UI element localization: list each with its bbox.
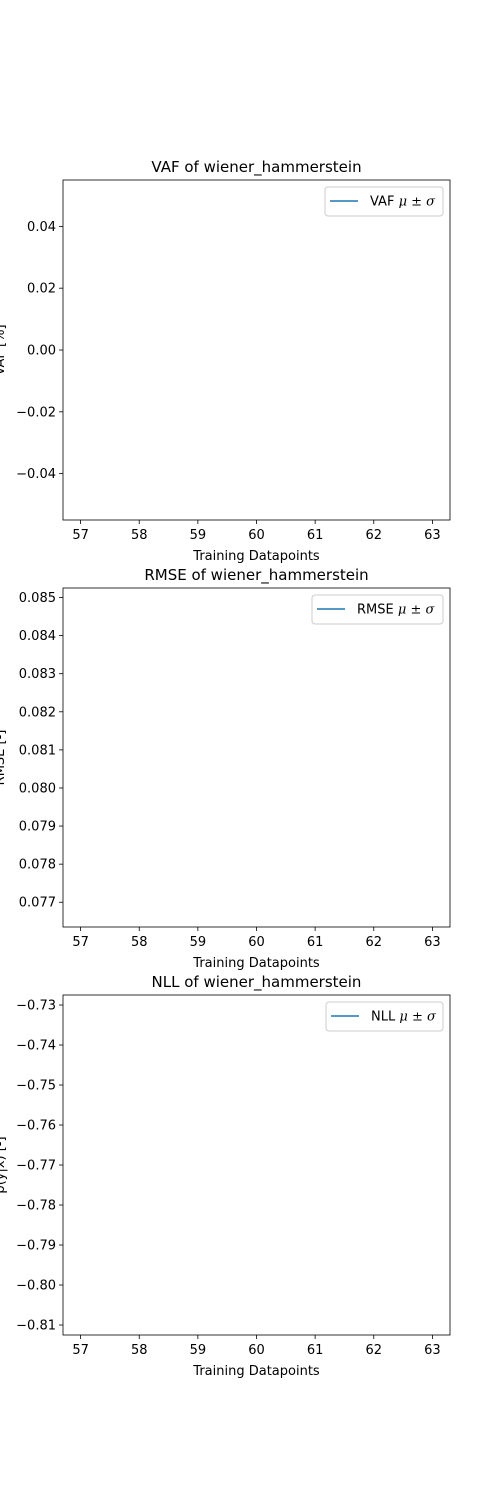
x-tick-label: 62 xyxy=(365,1343,382,1358)
y-tick-label: −0.79 xyxy=(16,1239,56,1254)
y-tick-label: −0.04 xyxy=(16,467,56,482)
x-tick-label: 59 xyxy=(190,1343,207,1358)
x-tick-label: 63 xyxy=(424,528,441,543)
x-tick-label: 57 xyxy=(72,528,89,543)
x-tick-label: 63 xyxy=(424,935,441,950)
legend: VAF μ ± σ xyxy=(324,186,444,217)
legend-box xyxy=(324,186,444,217)
x-tick-label: 60 xyxy=(248,528,265,543)
legend-label: VAF μ ± σ xyxy=(370,195,436,210)
y-tick-label: −0.80 xyxy=(16,1279,56,1294)
y-tick-label: −0.74 xyxy=(16,1039,56,1054)
axes-frame xyxy=(62,994,451,1336)
y-tick-label: 0.083 xyxy=(19,667,56,682)
y-axis-label: VAF [%] xyxy=(0,324,8,375)
chart-title: RMSE of wiener_hammerstein xyxy=(144,566,368,585)
y-tick-label: 0.082 xyxy=(19,705,56,720)
x-tick-label: 58 xyxy=(131,1343,148,1358)
y-tick-label: 0.00 xyxy=(27,344,56,359)
y-tick-label: 0.078 xyxy=(19,858,56,873)
legend-label: NLL μ ± σ xyxy=(371,1010,437,1025)
y-tick-label: 0.080 xyxy=(19,781,56,796)
legend-label: RMSE μ ± σ xyxy=(357,603,435,618)
x-tick-label: 61 xyxy=(307,528,324,543)
chart-panel-3: NLL of wiener_hammerstein 57 58 59 60 61 62 63 −… xyxy=(0,973,451,1379)
y-tick-label: 0.079 xyxy=(19,820,56,835)
y-axis-label: RMSE [-] xyxy=(0,730,8,786)
x-axis-label: Training Datapoints xyxy=(192,1364,320,1379)
y-tick-label: 0.04 xyxy=(27,220,56,235)
y-tick-label: −0.76 xyxy=(16,1119,56,1134)
axes-frame xyxy=(62,587,451,928)
x-tick-label: 61 xyxy=(307,935,324,950)
y-tick-label: 0.084 xyxy=(19,629,56,644)
y-tick-label: −0.78 xyxy=(16,1199,56,1214)
x-tick-label: 60 xyxy=(248,935,265,950)
x-tick-label: 62 xyxy=(365,528,382,543)
x-tick-label: 59 xyxy=(190,935,207,950)
y-tick-label: 0.077 xyxy=(19,896,56,911)
legend-box xyxy=(311,594,444,625)
axes-frame xyxy=(62,179,451,521)
legend: RMSE μ ± σ xyxy=(311,594,444,625)
y-tick-label: −0.77 xyxy=(16,1159,56,1174)
chart-title: VAF of wiener_hammerstein xyxy=(151,158,361,177)
x-tick-label: 57 xyxy=(72,935,89,950)
x-tick-label: 60 xyxy=(248,1343,265,1358)
x-axis-label: Training Datapoints xyxy=(192,956,320,971)
legend: NLL μ ± σ xyxy=(325,1001,444,1032)
y-tick-label: −0.75 xyxy=(16,1079,56,1094)
chart-panel-1: VAF of wiener_hammerstein 57 58 59 60 61 62 63 0… xyxy=(0,158,451,564)
y-tick-label: −0.81 xyxy=(16,1319,56,1334)
x-tick-label: 63 xyxy=(424,1343,441,1358)
chart-title: NLL of wiener_hammerstein xyxy=(152,973,362,992)
y-axis-label: p(y|x) [-] xyxy=(0,1136,8,1193)
x-tick-label: 58 xyxy=(131,528,148,543)
x-tick-label: 57 xyxy=(72,1343,89,1358)
x-tick-label: 58 xyxy=(131,935,148,950)
y-tick-label: −0.73 xyxy=(16,999,56,1014)
y-tick-label: −0.02 xyxy=(16,405,56,420)
x-axis-label: Training Datapoints xyxy=(192,549,320,564)
chart-panel-2: RMSE of wiener_hammerstein 57 58 59 60 61 62 63… xyxy=(0,566,451,971)
x-tick-label: 62 xyxy=(365,935,382,950)
y-tick-label: 0.081 xyxy=(19,743,56,758)
x-tick-label: 61 xyxy=(307,1343,324,1358)
legend-box xyxy=(325,1001,444,1032)
y-tick-label: 0.085 xyxy=(19,591,56,606)
y-tick-label: 0.02 xyxy=(27,282,56,297)
x-tick-label: 59 xyxy=(190,528,207,543)
